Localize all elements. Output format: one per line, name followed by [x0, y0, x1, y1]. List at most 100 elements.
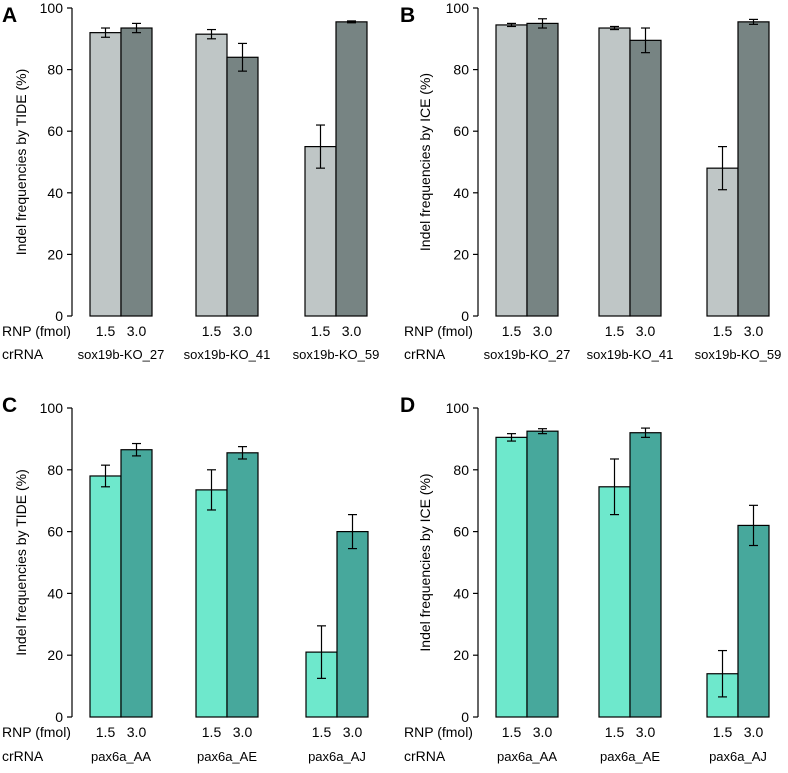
- crrna-label: pax6a_AA: [91, 749, 151, 764]
- dose-label: 3.0: [127, 323, 147, 339]
- bar-pax6a_AA-1.5: [89, 475, 122, 718]
- bar-pax6a_AJ-3.0: [336, 530, 369, 718]
- dose-label: 1.5: [96, 323, 116, 339]
- crrna-label: sox19b-KO_59: [695, 347, 782, 362]
- y-tick-label: 60: [453, 123, 469, 139]
- y-tick-label: 100: [40, 400, 64, 416]
- y-tick-label: 20: [453, 647, 469, 663]
- y-axis-label: Indel frequencies by ICE (%): [417, 473, 433, 651]
- y-tick-label: 60: [47, 524, 63, 540]
- crrna-row-label: crRNA: [404, 346, 446, 362]
- crrna-label: pax6a_AJ: [709, 749, 767, 764]
- y-tick-label: 100: [40, 0, 64, 16]
- y-axis-label: Indel frequencies by ICE (%): [417, 73, 433, 251]
- bar-sox19b-KO_59-3.0: [335, 21, 368, 317]
- y-tick-label: 80: [47, 62, 63, 78]
- bar-sox19b-KO_27-3.0: [120, 27, 153, 317]
- dose-label: 3.0: [233, 323, 253, 339]
- bar-pax6a_AJ-3.0: [737, 524, 770, 718]
- rnp-row-label: RNP (fmol): [2, 724, 71, 740]
- bar-sox19b-KO_59-1.5: [706, 167, 739, 317]
- dose-label: 3.0: [233, 724, 253, 740]
- dose-label: 3.0: [636, 323, 656, 339]
- y-tick-label: 40: [453, 585, 469, 601]
- bar-pax6a_AA-3.0: [120, 449, 153, 718]
- panel-letter: D: [400, 394, 415, 417]
- crrna-label: sox19b-KO_41: [184, 347, 271, 362]
- bar-pax6a_AA-3.0: [526, 430, 559, 718]
- crrna-label: sox19b-KO_59: [293, 347, 380, 362]
- bar-sox19b-KO_41-1.5: [598, 27, 631, 317]
- bar-sox19b-KO_41-3.0: [226, 56, 259, 317]
- y-tick-label: 40: [47, 185, 63, 201]
- bar-pax6a_AE-3.0: [629, 432, 662, 718]
- bar-pax6a_AE-3.0: [226, 452, 259, 718]
- dose-label: 1.5: [312, 724, 332, 740]
- y-tick-label: 40: [47, 585, 63, 601]
- crrna-row-label: crRNA: [2, 346, 44, 362]
- bar-sox19b-KO_27-1.5: [89, 32, 122, 317]
- panel-c: C Indel frequencies by TIDE (%) 0 20 40 60 80 1…: [2, 394, 369, 764]
- y-axis-label: Indel frequencies by TIDE (%): [13, 69, 29, 256]
- y-tick-label: 20: [47, 246, 63, 262]
- y-tick-label: 20: [47, 647, 63, 663]
- rnp-row-label: RNP (fmol): [2, 323, 71, 339]
- dose-label: 1.5: [202, 724, 222, 740]
- crrna-label: pax6a_AJ: [308, 749, 366, 764]
- crrna-label: sox19b-KO_41: [587, 347, 674, 362]
- y-tick-label: 60: [47, 123, 63, 139]
- y-tick-label: 0: [55, 308, 63, 324]
- dose-label: 3.0: [636, 724, 656, 740]
- dose-label: 1.5: [713, 323, 733, 339]
- dose-label: 3.0: [533, 724, 553, 740]
- crrna-row-label: crRNA: [2, 748, 44, 764]
- y-tick-label: 40: [453, 185, 469, 201]
- crrna-label: sox19b-KO_27: [484, 347, 571, 362]
- y-tick-label: 80: [47, 462, 63, 478]
- dose-label: 1.5: [502, 323, 522, 339]
- dose-label: 3.0: [744, 724, 764, 740]
- bar-sox19b-KO_27-3.0: [526, 22, 559, 317]
- dose-label: 1.5: [502, 724, 522, 740]
- dose-label: 1.5: [311, 323, 331, 339]
- dose-label: 3.0: [343, 724, 363, 740]
- y-tick-label: 0: [461, 709, 469, 725]
- rnp-row-label: RNP (fmol): [404, 724, 473, 740]
- y-tick-label: 20: [453, 246, 469, 262]
- bar-pax6a_AE-1.5: [195, 489, 228, 718]
- dose-label: 1.5: [202, 323, 222, 339]
- rnp-row-label: RNP (fmol): [404, 323, 473, 339]
- dose-label: 1.5: [96, 724, 116, 740]
- panel-d: D Indel frequencies by ICE (%) 0 20 40 60 80 10…: [400, 394, 770, 764]
- y-tick-label: 80: [453, 62, 469, 78]
- dose-label: 3.0: [342, 323, 362, 339]
- crrna-label: pax6a_AE: [197, 749, 257, 764]
- bar-pax6a_AE-1.5: [598, 486, 631, 718]
- crrna-label: pax6a_AE: [600, 749, 660, 764]
- y-tick-label: 0: [55, 709, 63, 725]
- y-axis-label: Indel frequencies by TIDE (%): [13, 469, 29, 656]
- panel-letter: C: [2, 394, 17, 417]
- crrna-label: sox19b-KO_27: [78, 347, 165, 362]
- crrna-row-label: crRNA: [404, 748, 446, 764]
- dose-label: 1.5: [605, 724, 625, 740]
- y-tick-label: 100: [446, 0, 470, 16]
- crrna-label: pax6a_AA: [497, 749, 557, 764]
- dose-label: 1.5: [605, 323, 625, 339]
- dose-label: 1.5: [713, 724, 733, 740]
- dose-label: 3.0: [533, 323, 553, 339]
- panel-letter: B: [400, 4, 415, 27]
- bar-sox19b-KO_59-3.0: [737, 21, 770, 317]
- bar-pax6a_AA-1.5: [495, 436, 528, 718]
- y-tick-label: 80: [453, 462, 469, 478]
- bar-sox19b-KO_27-1.5: [495, 24, 528, 317]
- y-tick-label: 100: [446, 400, 470, 416]
- panel-b: B Indel frequencies by ICE (%) 0 20 40 60 80 10…: [400, 0, 781, 362]
- bar-sox19b-KO_59-1.5: [304, 146, 337, 317]
- dose-label: 3.0: [127, 724, 147, 740]
- dose-label: 3.0: [744, 323, 764, 339]
- panel-a: A Indel frequencies by TIDE (%) 0 20 40 60 80 1…: [2, 0, 379, 362]
- bar-sox19b-KO_41-3.0: [629, 39, 662, 317]
- y-tick-label: 60: [453, 524, 469, 540]
